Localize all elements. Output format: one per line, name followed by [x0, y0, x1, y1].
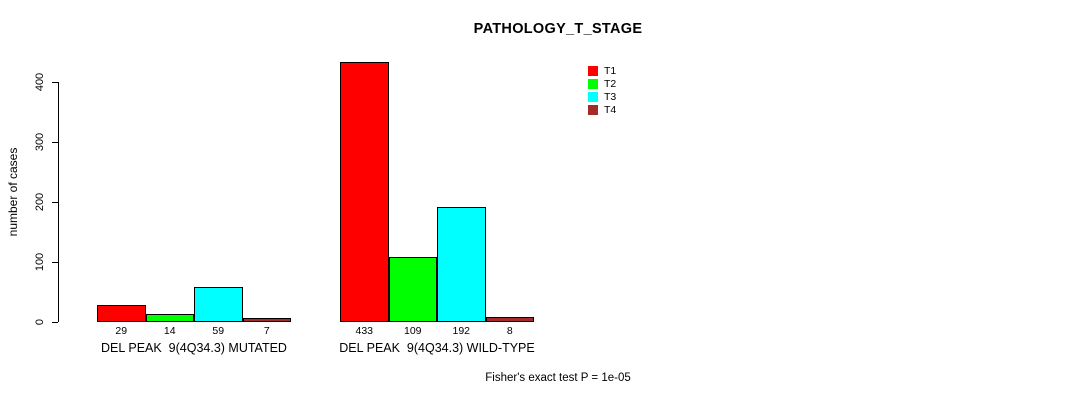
stat-test-caption: Fisher's exact test P = 1e-05 [485, 372, 631, 384]
x-category-label: DEL PEAK 9(4Q34.3) WILD-TYPE [339, 341, 535, 355]
x-category-label: DEL PEAK 9(4Q34.3) MUTATED [101, 341, 287, 355]
legend-swatch-t4 [588, 105, 598, 115]
bar-value-label: 14 [163, 325, 176, 337]
legend-swatch-t3 [588, 92, 598, 102]
y-tick-mark [52, 81, 58, 83]
bar-value-label: 59 [212, 325, 225, 337]
bar-value-label: 29 [115, 325, 128, 337]
bar-t3-group2 [437, 206, 486, 322]
bar-t1-group1 [97, 304, 146, 322]
y-axis-line [58, 82, 59, 322]
bar-t4-group1 [242, 317, 291, 322]
legend-label: T4 [604, 104, 617, 116]
bar-t2-group2 [388, 256, 437, 322]
y-tick-mark [52, 201, 58, 203]
y-tick-label: 300 [34, 132, 46, 151]
chart-title: PATHOLOGY_T_STAGE [473, 21, 643, 37]
y-tick-label: 0 [34, 318, 46, 326]
bar-t4-group2 [485, 317, 534, 322]
y-tick-label: 100 [34, 252, 46, 272]
bar-value-label: 8 [506, 325, 513, 337]
bar-value-label: 433 [355, 325, 374, 337]
legend-swatch-t2 [588, 79, 598, 89]
bar-t3-group1 [194, 286, 243, 322]
bar-t1-group2 [340, 61, 389, 322]
legend-swatch-t1 [588, 66, 598, 76]
bar-t2-group1 [145, 313, 194, 322]
bar-value-label: 109 [403, 325, 422, 337]
legend-label: T1 [604, 65, 617, 77]
legend-label: T3 [604, 91, 617, 103]
y-tick-mark [52, 261, 58, 263]
y-axis-label: number of cases [6, 147, 20, 237]
y-tick-label: 200 [34, 192, 46, 212]
y-tick-label: 400 [34, 72, 46, 91]
y-tick-mark [52, 141, 58, 143]
bar-value-label: 192 [452, 325, 471, 337]
y-tick-mark [52, 322, 58, 323]
legend-label: T2 [604, 78, 617, 90]
bar-value-label: 7 [263, 325, 270, 337]
